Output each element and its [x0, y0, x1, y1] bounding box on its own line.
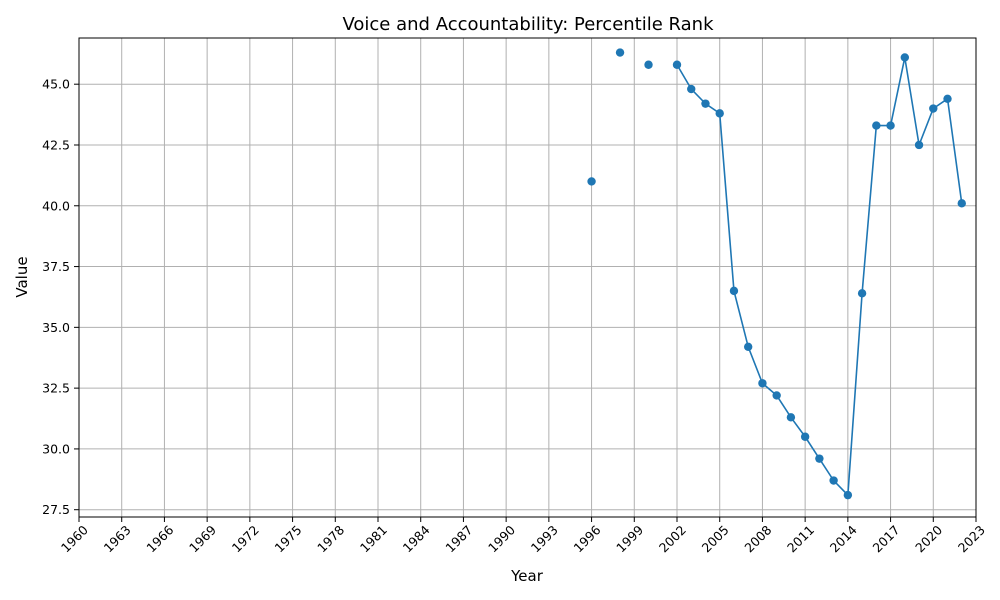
x-tick-label: 1966	[143, 522, 176, 555]
x-tick-label: 1984	[400, 522, 433, 555]
data-point	[815, 454, 824, 463]
data-point	[786, 413, 796, 422]
x-tick-label: 1981	[357, 522, 390, 555]
x-tick-label: 1975	[271, 522, 304, 555]
y-tick-label: 37.5	[42, 259, 70, 274]
data-point	[743, 342, 753, 351]
x-tick-label: 1999	[613, 522, 646, 555]
y-axis-ticks: 27.5 30.0 32.5 35.0 37.5 40.0 42.5 45.0	[42, 77, 79, 517]
y-tick-label: 32.5	[42, 381, 70, 396]
y-axis-label: Value	[13, 256, 31, 297]
x-tick-label: 2014	[827, 522, 860, 555]
data-point	[843, 490, 853, 500]
x-tick-label: 1993	[528, 522, 561, 555]
x-tick-label: 2005	[699, 522, 732, 555]
data-point	[929, 104, 938, 113]
series-points-layer	[587, 48, 966, 500]
y-tick-label: 27.5	[42, 502, 70, 517]
y-tick-label: 35.0	[42, 320, 70, 335]
data-point	[715, 109, 724, 118]
data-point	[914, 140, 924, 150]
data-point	[615, 48, 625, 57]
data-point	[829, 476, 838, 485]
x-axis-label: Year	[510, 567, 544, 585]
data-point	[758, 379, 767, 388]
data-point	[687, 84, 696, 94]
x-tick-label: 1963	[101, 522, 134, 555]
data-point	[886, 121, 895, 130]
x-tick-label: 1969	[186, 522, 219, 555]
x-tick-label: 2020	[912, 522, 945, 555]
plot-area-frame	[78, 37, 977, 518]
grid	[78, 38, 977, 517]
data-point	[900, 53, 910, 62]
data-point	[729, 286, 739, 296]
y-tick-label: 40.0	[42, 198, 70, 213]
y-tick-label: 30.0	[42, 441, 70, 456]
data-point	[857, 289, 867, 298]
data-point	[587, 177, 596, 186]
x-tick-label: 1960	[58, 522, 91, 555]
x-tick-label: 1978	[314, 522, 347, 555]
x-tick-label: 1990	[485, 522, 518, 555]
x-tick-label: 2011	[784, 522, 817, 555]
data-point	[943, 94, 952, 103]
x-tick-label: 2002	[656, 522, 689, 555]
data-point	[957, 199, 966, 208]
y-tick-label: 45.0	[42, 77, 70, 92]
data-point	[672, 60, 682, 69]
x-tick-label: 1987	[442, 522, 475, 555]
x-tick-label: 2008	[741, 522, 774, 555]
data-point	[872, 121, 881, 130]
x-tick-label: 1996	[570, 522, 603, 555]
data-point	[701, 99, 710, 108]
y-tick-label: 42.5	[42, 137, 70, 152]
data-point	[800, 432, 810, 441]
x-tick-label: 2017	[869, 522, 902, 555]
data-point	[644, 60, 653, 69]
data-point	[772, 391, 781, 400]
x-tick-label: 2023	[955, 522, 988, 555]
x-axis-ticks: 1960 1963 1966 1969 1972 1975 1978 1981 1984 1987…	[58, 517, 988, 555]
chart-title: Voice and Accountability: Percentile Ran…	[342, 14, 714, 35]
x-tick-label: 1972	[229, 522, 262, 555]
